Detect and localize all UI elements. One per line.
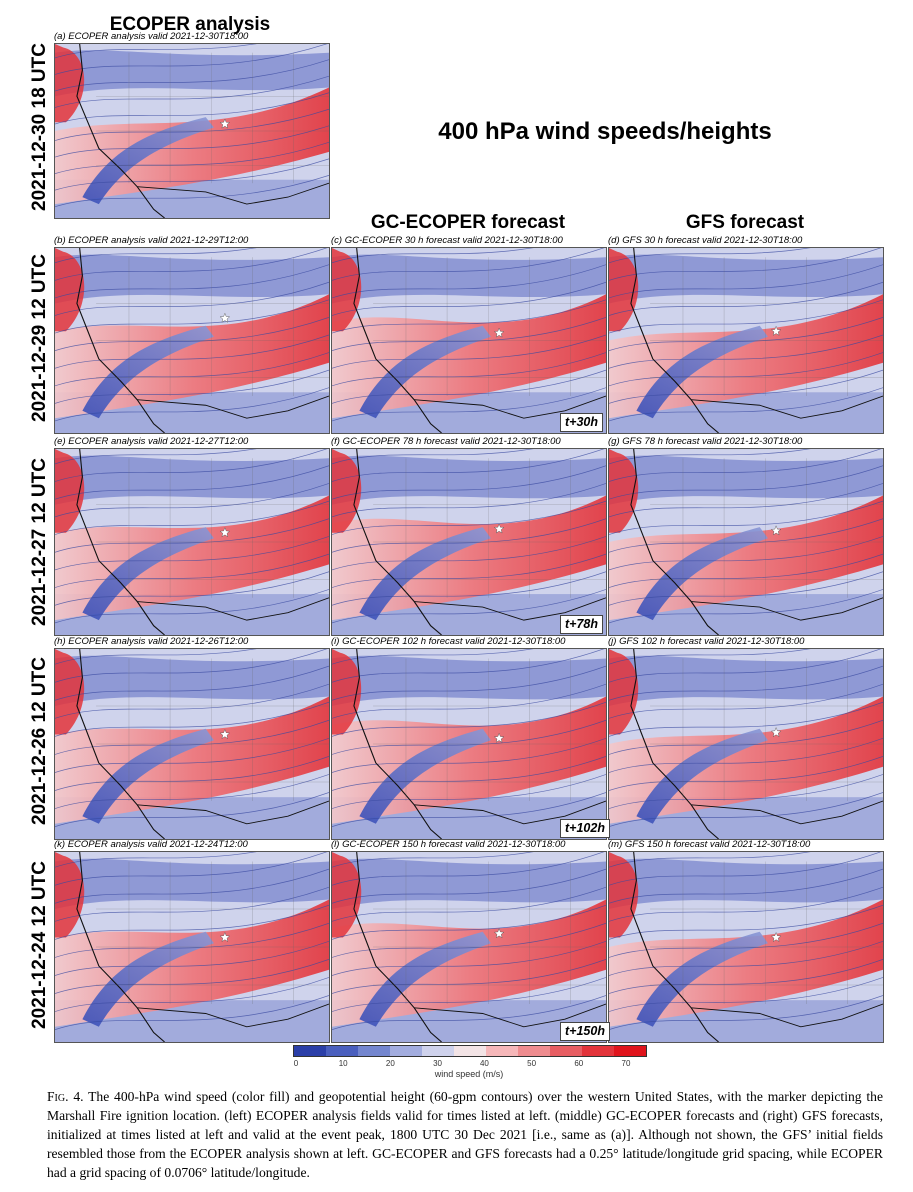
row-label: 2021-12-30 18 UTC bbox=[29, 43, 50, 211]
map-panel-k bbox=[54, 851, 330, 1043]
figure-label: Fig. 4. bbox=[47, 1089, 84, 1104]
column-title-gc: GC-ECOPER forecast bbox=[370, 212, 566, 233]
figure-caption: Fig. 4. The 400-hPa wind speed (color fi… bbox=[47, 1087, 883, 1182]
panel-title-h: (h) ECOPER analysis valid 2021-12-26T12:… bbox=[54, 636, 249, 647]
colorbar-tick-label: 60 bbox=[574, 1059, 584, 1068]
column-title-ecoper: ECOPER analysis bbox=[109, 14, 271, 35]
colorbar-scale bbox=[293, 1045, 647, 1057]
caption-text: The 400-hPa wind speed (color fill) and … bbox=[47, 1089, 883, 1180]
panel-title-d: (d) GFS 30 h forecast valid 2021-12-30T1… bbox=[608, 235, 803, 246]
row-label: 2021-12-27 12 UTC bbox=[29, 458, 50, 626]
colorbar-tick-label: 0 bbox=[293, 1059, 299, 1068]
colorbar-ticks: 0 10 20 30 40 50 60 70 bbox=[293, 1057, 645, 1069]
marshall-fire-marker bbox=[770, 325, 782, 336]
panel-title-j: (j) GFS 102 h forecast valid 2021-12-30T… bbox=[608, 636, 805, 647]
colorbar: 0 10 20 30 40 50 60 70 wind speed (m/s) bbox=[293, 1045, 647, 1079]
lead-time-badge: t+150h bbox=[560, 1022, 610, 1041]
marshall-fire-marker bbox=[219, 312, 231, 323]
colorbar-swatch bbox=[550, 1046, 582, 1056]
panel-title-e: (e) ECOPER analysis valid 2021-12-27T12:… bbox=[54, 436, 249, 447]
marshall-fire-marker bbox=[493, 928, 505, 939]
colorbar-swatch bbox=[326, 1046, 358, 1056]
colorbar-tick-label: 40 bbox=[479, 1059, 489, 1068]
colorbar-swatch bbox=[422, 1046, 454, 1056]
colorbar-swatch bbox=[294, 1046, 326, 1056]
marshall-fire-marker bbox=[219, 931, 231, 942]
colorbar-label: wind speed (m/s) bbox=[434, 1069, 504, 1079]
colorbar-tick-label: 10 bbox=[338, 1059, 348, 1068]
map-panel-h bbox=[54, 648, 330, 840]
marshall-fire-marker bbox=[493, 327, 505, 338]
panel-title-a: (a) ECOPER analysis valid 2021-12-30T18:… bbox=[54, 31, 249, 42]
map-panel-f bbox=[331, 448, 607, 636]
colorbar-tick-label: 30 bbox=[433, 1059, 443, 1068]
colorbar-tick-label: 20 bbox=[385, 1059, 395, 1068]
map-panel-m bbox=[608, 851, 884, 1043]
main-title: 400 hPa wind speeds/heights bbox=[438, 118, 772, 145]
row-label: 2021-12-26 12 UTC bbox=[29, 657, 50, 825]
panel-title-f: (f) GC-ECOPER 78 h forecast valid 2021-1… bbox=[331, 436, 561, 447]
figure: ECOPER analysis GC-ECOPER forecast GFS f… bbox=[29, 14, 884, 1079]
column-title-gfs: GFS forecast bbox=[685, 212, 805, 233]
colorbar-swatch bbox=[358, 1046, 390, 1056]
panel-title-i: (i) GC-ECOPER 102 h forecast valid 2021-… bbox=[331, 636, 566, 647]
colorbar-tick-label: 50 bbox=[527, 1059, 537, 1068]
marshall-fire-marker bbox=[493, 732, 505, 743]
map-panel-d bbox=[608, 247, 884, 434]
colorbar-swatch bbox=[454, 1046, 486, 1056]
map-panel-l bbox=[331, 851, 607, 1043]
marshall-fire-marker bbox=[493, 523, 505, 534]
panel-title-l: (l) GC-ECOPER 150 h forecast valid 2021-… bbox=[331, 839, 566, 850]
marshall-fire-marker bbox=[219, 527, 231, 538]
map-panel-c bbox=[331, 247, 607, 434]
panel-title-c: (c) GC-ECOPER 30 h forecast valid 2021-1… bbox=[331, 235, 563, 246]
map-panel-a bbox=[54, 43, 330, 219]
panel-title-m: (m) GFS 150 h forecast valid 2021-12-30T… bbox=[608, 839, 811, 850]
colorbar-swatch bbox=[518, 1046, 550, 1056]
map-panel-e bbox=[54, 448, 330, 636]
panel-title-b: (b) ECOPER analysis valid 2021-12-29T12:… bbox=[54, 235, 249, 246]
marshall-fire-marker bbox=[219, 728, 231, 739]
marshall-fire-marker bbox=[770, 931, 782, 942]
map-panel-g bbox=[608, 448, 884, 636]
lead-time-badge: t+30h bbox=[560, 413, 604, 432]
lead-time-badge: t+102h bbox=[560, 819, 610, 838]
panel-title-k: (k) ECOPER analysis valid 2021-12-24T12:… bbox=[54, 839, 248, 850]
colorbar-swatch bbox=[390, 1046, 422, 1056]
panel-title-g: (g) GFS 78 h forecast valid 2021-12-30T1… bbox=[608, 436, 803, 447]
colorbar-swatch bbox=[614, 1046, 646, 1056]
colorbar-tick-label: 70 bbox=[621, 1059, 631, 1068]
marshall-fire-marker bbox=[770, 727, 782, 738]
marshall-fire-marker bbox=[219, 118, 231, 129]
row-label: 2021-12-29 12 UTC bbox=[29, 254, 50, 422]
lead-time-badge: t+78h bbox=[560, 615, 604, 634]
row-label: 2021-12-24 12 UTC bbox=[29, 861, 50, 1029]
colorbar-swatch bbox=[486, 1046, 518, 1056]
map-panel-j bbox=[608, 648, 884, 840]
map-panel-i bbox=[331, 648, 607, 840]
marshall-fire-marker bbox=[770, 525, 782, 536]
colorbar-swatch bbox=[582, 1046, 614, 1056]
map-panel-b bbox=[54, 247, 330, 434]
